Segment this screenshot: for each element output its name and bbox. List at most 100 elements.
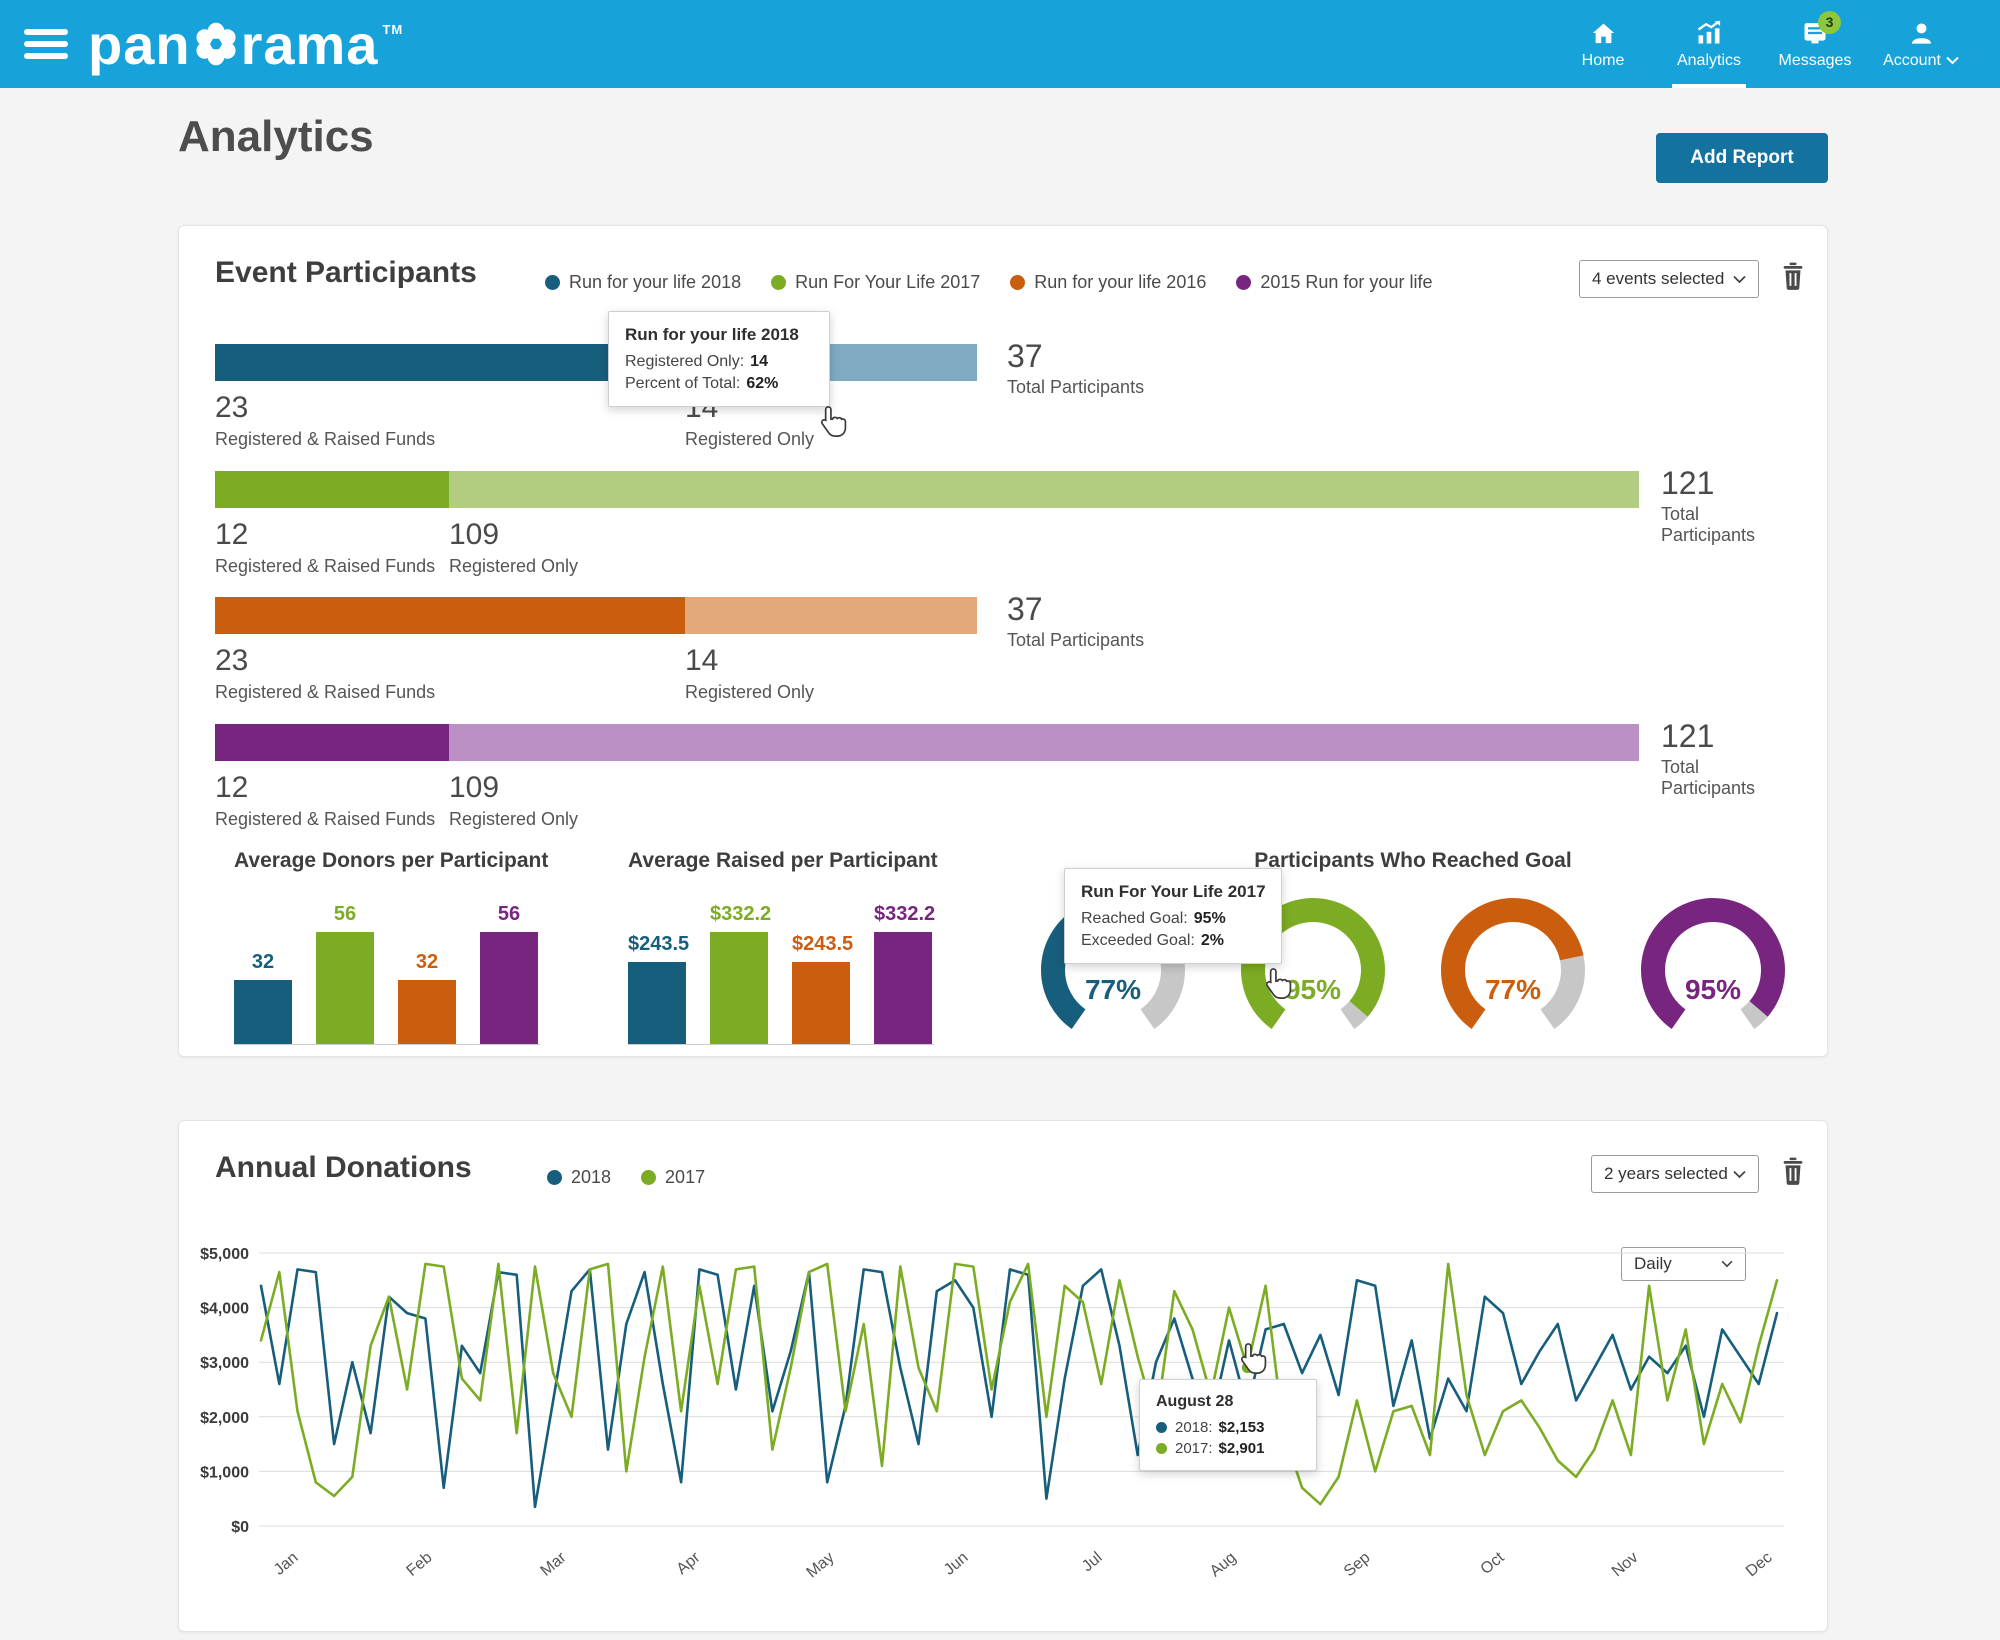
mini-bar-value: $243.5 [628, 933, 690, 955]
donations-chart-area[interactable]: $5,000 $4,000 $3,000 $2,000 $1,000 $0 Jan Feb Ma… [199, 1233, 1804, 1630]
nav-home[interactable]: Home [1550, 0, 1656, 88]
mini-bar[interactable] [398, 980, 456, 1044]
nav-account[interactable]: Account [1868, 0, 1974, 88]
annual-donations-card: Annual Donations 2018 2017 2 years select… [178, 1120, 1828, 1632]
years-selected-dropdown[interactable]: 2 years selected [1591, 1155, 1759, 1193]
goal-gauge[interactable]: 77% [1428, 886, 1598, 1051]
bar-segment-registered-only[interactable] [449, 724, 1639, 761]
gauge-value: 95% [1684, 974, 1742, 1005]
avg-donors-section: Average Donors per Participant 32 56 32 56 [234, 849, 549, 1045]
goal-gauge[interactable]: 95% [1228, 886, 1398, 1051]
messages-badge: 3 [1818, 10, 1841, 34]
bar-segment-registered-raised[interactable] [215, 471, 449, 508]
svg-text:$1,000: $1,000 [200, 1464, 249, 1481]
svg-text:May: May [803, 1549, 837, 1581]
stacked-bar [215, 471, 1791, 508]
bar-segment-registered-raised[interactable] [215, 597, 685, 634]
legend-item: 2015 Run for your life [1236, 272, 1432, 293]
avg-raised-title: Average Raised per Participant [628, 849, 938, 872]
avg-donors-chart[interactable]: 32 56 32 56 [234, 903, 540, 1045]
logo-text-pre: pan [88, 12, 191, 76]
svg-text:Sep: Sep [1341, 1549, 1374, 1580]
chevron-down-icon [1733, 275, 1746, 283]
event-participants-title: Event Participants [215, 256, 477, 289]
nav-analytics[interactable]: Analytics [1656, 0, 1762, 88]
gauge-value: 95% [1284, 974, 1342, 1005]
series-dot-2018 [1156, 1422, 1167, 1433]
legend-label: Run For Your Life 2017 [795, 272, 981, 292]
bar-segment-registered-raised[interactable] [215, 344, 685, 381]
bar-segment-registered-only[interactable] [685, 597, 977, 634]
legend-label: Run for your life 2018 [569, 272, 742, 292]
add-report-button[interactable]: Add Report [1656, 133, 1828, 183]
mini-bar-value: $332.2 [874, 903, 936, 925]
svg-text:Jan: Jan [271, 1549, 302, 1579]
logo-flower-icon [193, 21, 239, 67]
mini-bar-value: $243.5 [792, 933, 854, 955]
legend-item: Run for your life 2018 [545, 272, 741, 293]
svg-text:Mar: Mar [538, 1549, 571, 1580]
delete-report-icon[interactable] [1781, 1157, 1805, 1190]
series-dot-2017 [1156, 1443, 1167, 1454]
gauge-value: 77% [1484, 974, 1542, 1005]
series-line-2018[interactable] [259, 1268, 1779, 1509]
avg-donors-title: Average Donors per Participant [234, 849, 549, 872]
mini-bar[interactable] [792, 962, 850, 1044]
logo-tm: TM [382, 21, 404, 37]
svg-text:Jul: Jul [1079, 1549, 1106, 1575]
nav-messages-label: Messages [1778, 51, 1852, 69]
account-icon [1908, 19, 1935, 47]
page-title: Analytics [178, 112, 374, 161]
cursor-icon [819, 406, 847, 443]
mini-bar-value: 56 [333, 903, 357, 925]
participant-bar-row: 12 Registered & Raised Funds 109 Registered… [215, 718, 1791, 829]
nav-messages[interactable]: 3 Messages [1762, 0, 1868, 88]
svg-text:Feb: Feb [404, 1549, 436, 1580]
mini-bar[interactable] [710, 932, 768, 1044]
legend-dot [545, 275, 560, 290]
total-participants-label: 37 Total Participants [1007, 591, 1145, 650]
bar-segment-registered-only[interactable] [449, 471, 1639, 508]
mini-bar-value: 32 [251, 951, 275, 973]
series-line-2017[interactable] [259, 1262, 1779, 1506]
mini-bar[interactable] [316, 932, 374, 1044]
registered-only-label: 109 Registered Only [449, 518, 579, 576]
mini-bar[interactable] [628, 962, 686, 1044]
goal-gauge[interactable]: 95% [1628, 886, 1798, 1051]
legend-item: Run for your life 2016 [1010, 272, 1206, 293]
avg-raised-chart[interactable]: $243.5 $332.2 $243.5 $332.2 [628, 903, 935, 1045]
panorama-logo[interactable]: pan rama TM [88, 12, 403, 77]
svg-text:Apr: Apr [674, 1549, 705, 1578]
bar-tooltip: Run for your life 2018 Registered Only: 1… [608, 311, 830, 407]
bar-segment-registered-raised[interactable] [215, 724, 449, 761]
legend-label: 2018 [571, 1167, 612, 1187]
registered-only-label: 109 Registered Only [449, 771, 579, 829]
hamburger-menu-icon[interactable] [24, 23, 68, 65]
mini-bar[interactable] [874, 932, 932, 1044]
messages-icon: 3 [1801, 10, 1841, 47]
main-nav: Home Analytics [1550, 0, 2000, 88]
total-participants-label: 37 Total Participants [1007, 338, 1145, 397]
annual-donations-title: Annual Donations [215, 1151, 472, 1184]
legend-item: 2018 [547, 1167, 611, 1188]
events-selected-dropdown[interactable]: 4 events selected [1579, 260, 1759, 298]
cursor-icon [1264, 968, 1292, 1005]
delete-report-icon[interactable] [1781, 262, 1805, 295]
mini-bar[interactable] [480, 932, 538, 1044]
participant-bar-row: 23 Registered & Raised Funds 14 Registered … [215, 338, 1791, 449]
avg-raised-section: Average Raised per Participant $243.5 $33… [628, 849, 938, 1045]
event-participants-card: Event Participants Run for your life 201… [178, 225, 1828, 1057]
stacked-bar [215, 597, 1791, 634]
mini-bar[interactable] [234, 980, 292, 1044]
legend-dot [547, 1170, 562, 1185]
registered-raised-label: 12 Registered & Raised Funds [215, 771, 436, 829]
home-icon [1590, 19, 1617, 47]
legend-dot [1010, 275, 1026, 290]
gauge-tooltip: Run For Your Life 2017 Reached Goal: 95% … [1064, 868, 1282, 964]
nav-account-label: Account [1883, 52, 1959, 70]
legend-item: 2017 [641, 1167, 705, 1188]
analytics-icon [1695, 19, 1723, 47]
legend-dot [641, 1170, 657, 1185]
total-participants-label: 121 Total Participants [1661, 465, 1756, 545]
